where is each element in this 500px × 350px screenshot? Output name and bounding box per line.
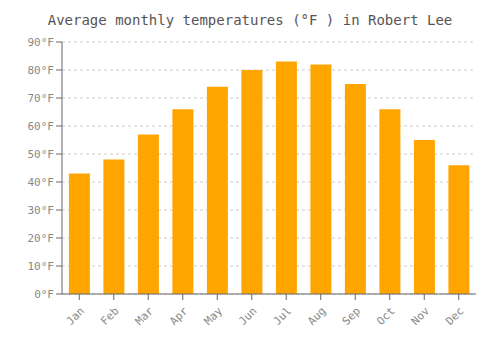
svg-text:60°F: 60°F [28,120,55,133]
svg-text:Jan: Jan [64,305,87,328]
html-text:Average monthly temperatures (: Average monthly temperatures (°F ) in Ro… [47,12,453,28]
svg-text:50°F: 50°F [28,148,55,161]
svg-text:Nov: Nov [409,304,433,328]
svg-text:Dec: Dec [443,305,466,328]
svg-text:70°F: 70°F [28,92,55,105]
svg-text:Jul: Jul [271,305,294,328]
svg-text:40°F: 40°F [28,176,55,189]
svg-text:May: May [202,304,226,328]
svg-text:0°F: 0°F [34,288,54,301]
svg-text:10°F: 10°F [28,260,55,273]
svg-text:Aug: Aug [305,305,328,328]
svg-text:Oct: Oct [374,305,397,328]
svg-text:30°F: 30°F [28,204,55,217]
svg-text:Jun: Jun [236,305,259,328]
svg-text:Feb: Feb [98,305,121,328]
svg-text:90°F: 90°F [28,36,55,49]
svg-text:80°F: 80°F [28,64,55,77]
svg-text:Apr: Apr [167,304,191,328]
svg-text:Sep: Sep [340,305,363,328]
svg-text:20°F: 20°F [28,232,55,245]
svg-text:Mar: Mar [133,304,157,328]
